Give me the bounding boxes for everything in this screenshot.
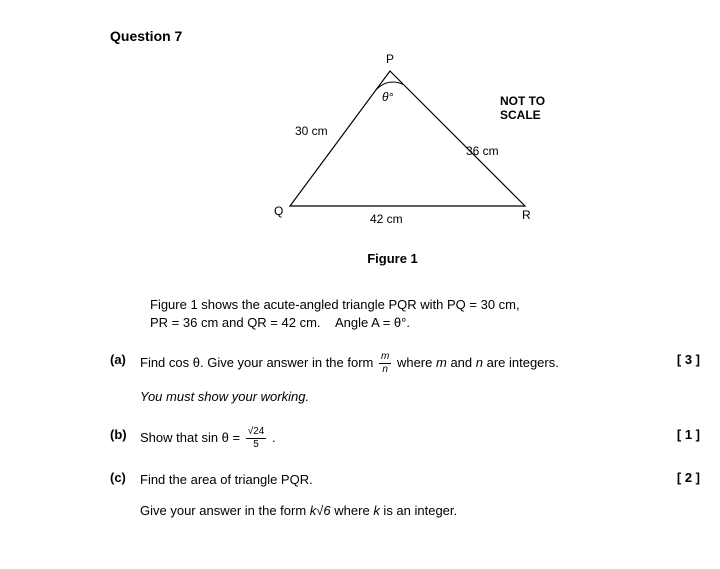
triangle-pqr [290, 71, 525, 206]
vertex-q-label: Q [274, 204, 283, 218]
part-c-prompt: Find the area of triangle PQR. [140, 472, 313, 487]
part-b-body: Show that sin θ = √245 . [140, 427, 670, 450]
part-b-prefix: Show that [140, 430, 201, 445]
part-a-suf2: are integers. [483, 355, 559, 370]
question-title: Question 7 [110, 28, 670, 44]
part-b-marks: [ 1 ] [677, 427, 700, 442]
part-c-sub-suffix: is an integer. [380, 503, 457, 518]
figure-caption: Figure 1 [115, 251, 670, 266]
angle-theta-label: θ° [382, 90, 393, 104]
intro-line2a: PR = 36 cm and QR = 42 cm. [150, 315, 321, 330]
frac-num-m: m [379, 352, 391, 364]
part-b-sin: sin θ [201, 430, 228, 445]
triangle-svg [170, 56, 570, 226]
vertex-p-label: P [386, 52, 394, 66]
part-a-label: (a) [110, 352, 140, 407]
part-b-suffix: . [268, 430, 275, 445]
figure-1: P Q R θ° 30 cm 36 cm 42 cm NOT TO SCALE [170, 56, 570, 246]
part-a-prefix: Find [140, 355, 169, 370]
var-m: m [436, 355, 447, 370]
part-c: (c) Find the area of triangle PQR. Give … [110, 470, 670, 521]
part-a-note: You must show your working. [140, 389, 309, 404]
side-qr-label: 42 cm [370, 212, 403, 226]
part-a-marks: [ 3 ] [677, 352, 700, 367]
part-b-label: (b) [110, 427, 140, 450]
var-n: n [476, 355, 483, 370]
part-c-sub-mid: where [331, 503, 374, 518]
part-a-body: Find cos θ. Give your answer in the form… [140, 352, 670, 407]
frac-m-n: mn [379, 352, 391, 375]
part-a-cos: cos θ [169, 355, 200, 370]
frac-den-n: n [379, 364, 391, 375]
question-intro: Figure 1 shows the acute-angled triangle… [150, 296, 670, 332]
not-to-scale: NOT TO SCALE [500, 94, 570, 122]
part-b-eq: = [229, 430, 244, 445]
frac-den-5: 5 [246, 439, 267, 450]
part-a-suf1: where [393, 355, 436, 370]
frac-num-sqrt24: √24 [246, 427, 267, 439]
side-pr-label: 36 cm [466, 144, 499, 158]
part-c-label: (c) [110, 470, 140, 521]
side-pq-label: 30 cm [295, 124, 328, 138]
vertex-r-label: R [522, 208, 531, 222]
intro-line2b: Angle A = θ°. [335, 315, 410, 330]
part-c-marks: [ 2 ] [677, 470, 700, 485]
part-a-mid: . Give your answer in the form [200, 355, 377, 370]
frac-sqrt24-5: √245 [246, 427, 267, 450]
part-c-sub-prefix: Give your answer in the form [140, 503, 310, 518]
intro-line1: Figure 1 shows the acute-angled triangle… [150, 297, 520, 312]
part-a-and: and [447, 355, 476, 370]
part-b: (b) Show that sin θ = √245 . [ 1 ] [110, 427, 670, 450]
ksqrt6: k√6 [310, 503, 331, 518]
part-c-body: Find the area of triangle PQR. Give your… [140, 470, 670, 521]
part-a: (a) Find cos θ. Give your answer in the … [110, 352, 670, 407]
